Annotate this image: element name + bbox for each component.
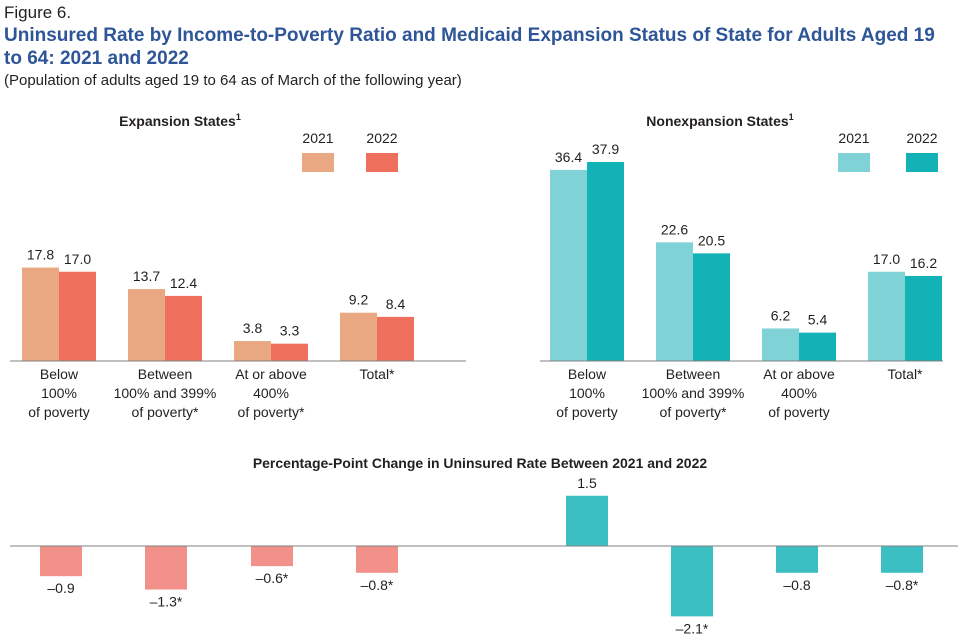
change-chart-title: Percentage-Point Change in Uninsured Rat… bbox=[253, 455, 708, 471]
change-bar-4 bbox=[566, 495, 608, 546]
nonexpansion-value-label-2022-1: 20.5 bbox=[698, 232, 725, 248]
expansion-value-label-2021-3: 9.2 bbox=[349, 292, 369, 308]
expansion-value-label-2022-1: 12.4 bbox=[170, 275, 197, 291]
change-value-label-6: –0.8 bbox=[783, 577, 810, 593]
expansion-bar-2022-3 bbox=[377, 316, 414, 361]
nonexpansion-category-label-1-0: Between bbox=[666, 366, 720, 382]
expansion-bar-2021-1 bbox=[128, 289, 165, 361]
expansion-value-label-2021-0: 17.8 bbox=[27, 247, 54, 263]
change-bar-1 bbox=[145, 546, 187, 590]
nonexpansion-category-label-0-0: Below bbox=[568, 366, 607, 382]
nonexpansion-category-label-0-2: of poverty bbox=[556, 404, 617, 420]
nonexpansion-bar-2021-3 bbox=[868, 271, 905, 361]
expansion-value-label-2021-1: 13.7 bbox=[133, 268, 160, 284]
nonexpansion-value-label-2022-3: 16.2 bbox=[910, 255, 937, 271]
nonexpansion-bar-2021-0 bbox=[550, 169, 587, 361]
nonexpansion-category-label-2-0: At or above bbox=[763, 366, 835, 382]
change-bar-6 bbox=[776, 546, 818, 573]
nonexpansion-value-label-2021-3: 17.0 bbox=[873, 251, 900, 267]
expansion-category-label-0-0: Below bbox=[40, 366, 79, 382]
nonexpansion-bar-2021-2 bbox=[762, 328, 799, 361]
expansion-category-label-3-0: Total* bbox=[359, 366, 395, 382]
nonexpansion-category-label-2-2: of poverty bbox=[768, 404, 829, 420]
expansion-legend-swatch-2021 bbox=[302, 153, 334, 172]
expansion-bar-2021-2 bbox=[234, 341, 271, 361]
nonexpansion-value-label-2022-0: 37.9 bbox=[592, 141, 619, 157]
expansion-legend-swatch-2022 bbox=[366, 153, 398, 172]
chart-title: Uninsured Rate by Income-to-Poverty Rati… bbox=[4, 25, 935, 69]
expansion-value-label-2022-0: 17.0 bbox=[64, 251, 91, 267]
nonexpansion-category-label-0-1: 100% bbox=[569, 385, 605, 401]
expansion-value-label-2022-3: 8.4 bbox=[386, 296, 406, 312]
expansion-legend-label-2022: 2022 bbox=[366, 130, 397, 146]
nonexpansion-legend-label-2022: 2022 bbox=[906, 130, 937, 146]
expansion-category-label-0-2: of poverty bbox=[28, 404, 89, 420]
nonexpansion-value-label-2021-2: 6.2 bbox=[771, 307, 791, 323]
nonexpansion-bar-2022-2 bbox=[799, 332, 836, 361]
change-bar-0 bbox=[40, 546, 82, 577]
change-value-label-5: –2.1* bbox=[676, 620, 709, 636]
change-value-label-4: 1.5 bbox=[577, 475, 597, 491]
expansion-panel-title: Expansion States1 bbox=[119, 112, 241, 129]
change-bar-5 bbox=[671, 546, 713, 617]
change-value-label-0: –0.9 bbox=[47, 580, 74, 596]
change-value-label-2: –0.6* bbox=[256, 570, 289, 586]
change-value-label-7: –0.8* bbox=[886, 577, 919, 593]
nonexpansion-category-label-2-1: 400% bbox=[781, 385, 817, 401]
nonexpansion-category-label-1-2: of poverty* bbox=[660, 404, 727, 420]
figure-label: Figure 6. bbox=[4, 3, 72, 22]
change-bar-2 bbox=[251, 546, 293, 567]
nonexpansion-value-label-2021-0: 36.4 bbox=[555, 149, 582, 165]
nonexpansion-value-label-2021-1: 22.6 bbox=[661, 221, 688, 237]
expansion-category-label-1-2: of poverty* bbox=[132, 404, 199, 420]
nonexpansion-category-label-1-1: 100% and 399% bbox=[642, 385, 745, 401]
expansion-bar-2022-0 bbox=[59, 271, 96, 361]
nonexpansion-bar-2022-0 bbox=[587, 162, 624, 361]
change-bar-3 bbox=[356, 546, 398, 573]
nonexpansion-legend-swatch-2022 bbox=[906, 153, 938, 172]
nonexpansion-category-label-3-0: Total* bbox=[887, 366, 923, 382]
expansion-legend-label-2021: 2021 bbox=[302, 130, 333, 146]
nonexpansion-legend-swatch-2021 bbox=[838, 153, 870, 172]
nonexpansion-bar-2021-1 bbox=[656, 242, 693, 361]
chart-subtitle: (Population of adults aged 19 to 64 as o… bbox=[4, 72, 462, 89]
expansion-value-label-2021-2: 3.8 bbox=[243, 320, 263, 336]
change-bar-7 bbox=[881, 546, 923, 573]
nonexpansion-panel-title: Nonexpansion States1 bbox=[646, 112, 793, 129]
nonexpansion-legend-label-2021: 2021 bbox=[838, 130, 869, 146]
change-value-label-3: –0.8* bbox=[361, 577, 394, 593]
expansion-category-label-2-2: of poverty* bbox=[238, 404, 305, 420]
expansion-category-label-1-0: Between bbox=[138, 366, 192, 382]
expansion-value-label-2022-2: 3.3 bbox=[280, 323, 300, 339]
expansion-category-label-0-1: 100% bbox=[41, 385, 77, 401]
nonexpansion-bar-2022-1 bbox=[693, 253, 730, 361]
expansion-bar-2021-3 bbox=[340, 312, 377, 361]
expansion-bar-2021-0 bbox=[22, 267, 59, 361]
expansion-bar-2022-2 bbox=[271, 343, 308, 361]
expansion-category-label-2-1: 400% bbox=[253, 385, 289, 401]
change-value-label-1: –1.3* bbox=[150, 594, 183, 610]
expansion-category-label-2-0: At or above bbox=[235, 366, 307, 382]
nonexpansion-bar-2022-3 bbox=[905, 275, 942, 361]
nonexpansion-value-label-2022-2: 5.4 bbox=[808, 312, 828, 328]
expansion-bar-2022-1 bbox=[165, 295, 202, 361]
expansion-category-label-1-1: 100% and 399% bbox=[114, 385, 217, 401]
